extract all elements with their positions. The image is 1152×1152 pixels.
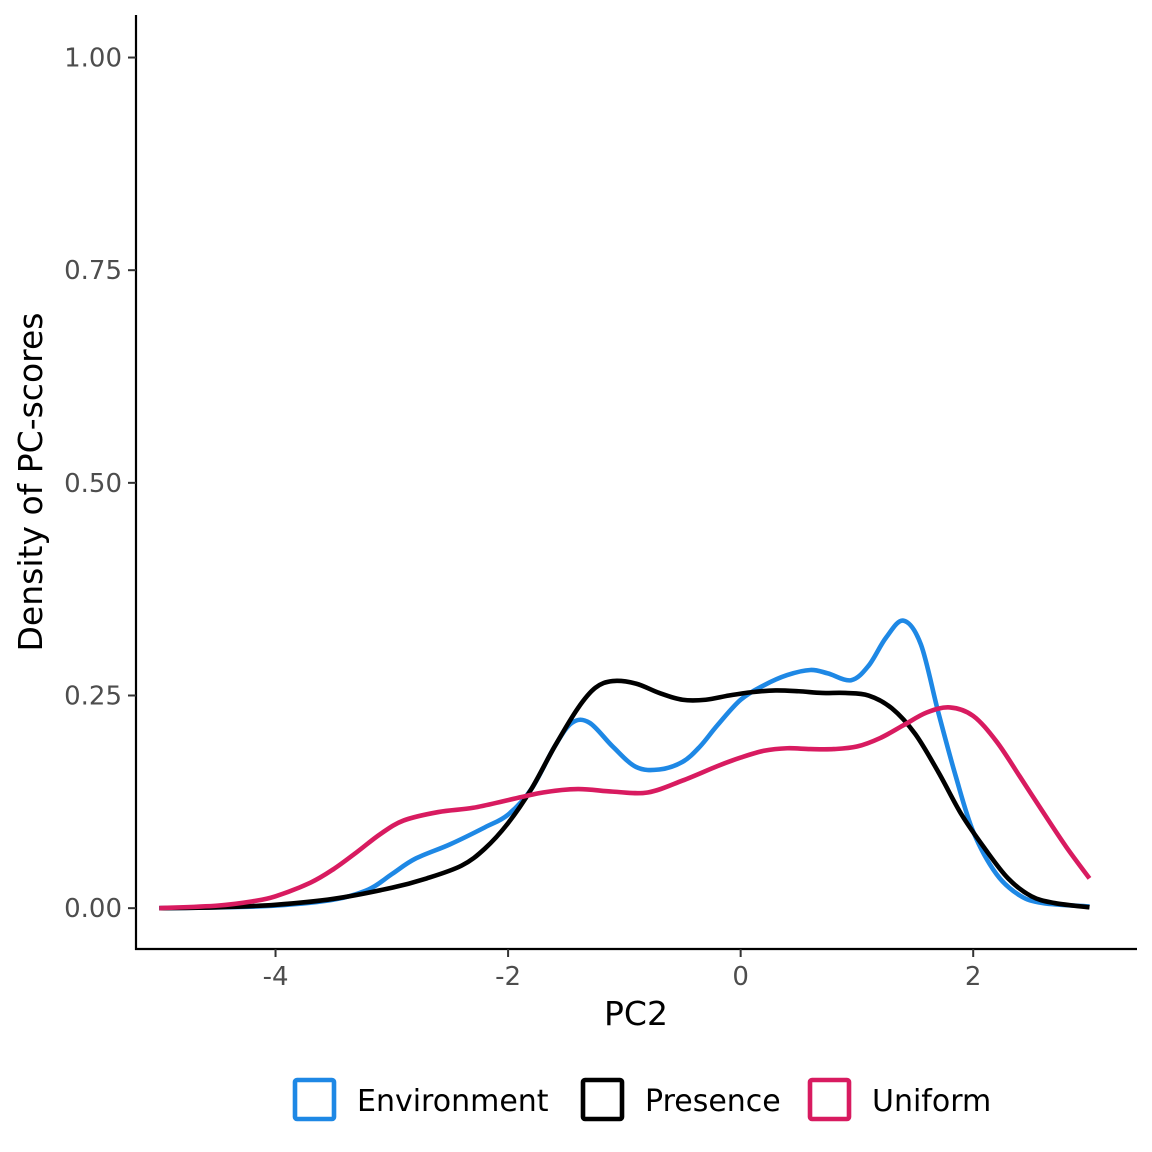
x-tick-label: -2 xyxy=(495,962,521,992)
legend-key-environment xyxy=(292,1077,337,1122)
x-axis-ticks: -4 -2 0 2 xyxy=(263,949,982,992)
legend-key-presence xyxy=(580,1077,625,1122)
presence-density-line xyxy=(159,678,1090,911)
legend-label-uniform: Uniform xyxy=(872,1084,991,1119)
uniform-density-line xyxy=(159,705,1092,911)
y-axis-title: Density of PC-scores xyxy=(11,313,50,652)
y-axis-ticks: 0.00 0.25 0.50 0.75 1.00 xyxy=(64,44,136,924)
environment-density-line xyxy=(159,618,1090,911)
x-tick-label: 0 xyxy=(732,962,749,992)
y-tick-label: 1.00 xyxy=(64,44,122,74)
legend-key-uniform xyxy=(807,1077,852,1122)
y-tick-label: 0.50 xyxy=(64,469,122,499)
y-tick-label: 0.75 xyxy=(64,256,122,286)
y-tick-label: 0.25 xyxy=(64,682,122,712)
x-tick-label: -4 xyxy=(263,962,289,992)
legend-label-presence: Presence xyxy=(645,1084,781,1119)
series-layer xyxy=(159,618,1092,911)
x-axis-title: PC2 xyxy=(604,994,668,1033)
legend: Environment Presence Uniform xyxy=(292,1077,991,1122)
x-tick-label: 2 xyxy=(965,962,982,992)
legend-label-environment: Environment xyxy=(357,1084,549,1119)
y-tick-label: 0.00 xyxy=(64,894,122,924)
